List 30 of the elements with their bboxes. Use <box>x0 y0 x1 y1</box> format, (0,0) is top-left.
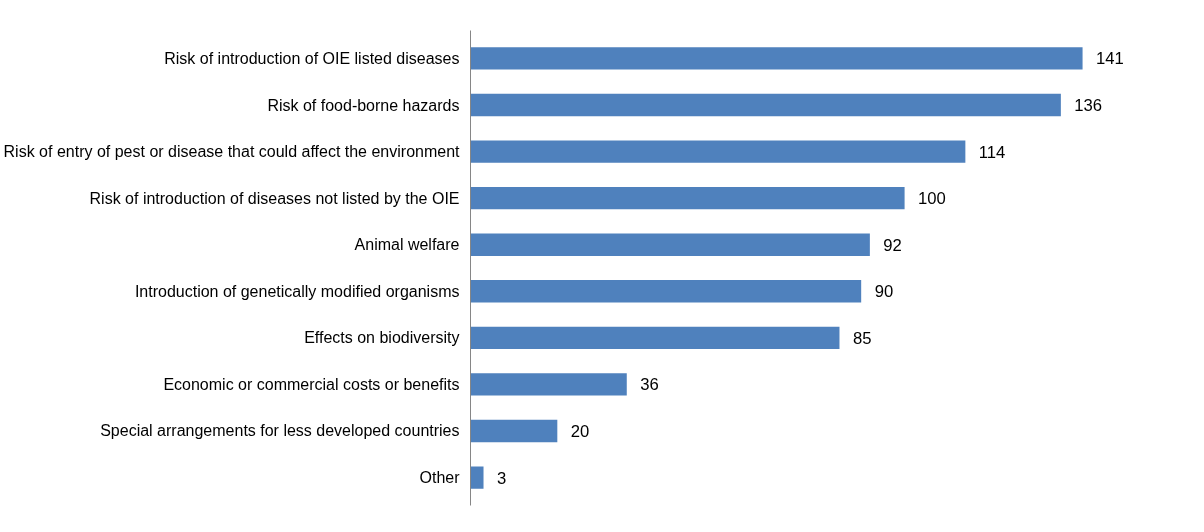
y-tick-label: Other <box>419 469 461 487</box>
y-tick-label: Economic or commercial costs or benefits <box>163 375 460 393</box>
bar <box>470 93 1061 117</box>
data-label: 141 <box>1096 49 1124 69</box>
data-label: 20 <box>570 421 590 441</box>
bar <box>470 186 905 210</box>
y-tick-label: Animal welfare <box>354 236 460 254</box>
bar <box>470 280 862 303</box>
data-label: 114 <box>978 142 1006 162</box>
bar <box>470 326 840 350</box>
bar <box>470 140 966 163</box>
y-tick-label: Risk of introduction of OIE listed diseases <box>164 49 460 67</box>
y-tick-label: Effects on biodiversity <box>304 329 460 347</box>
data-label: 100 <box>918 189 946 209</box>
y-tick-label: Risk of entry of pest or disease that could affect the environment <box>3 143 461 161</box>
y-tick-label: Special arrangements for less developed countries <box>100 422 460 440</box>
bar <box>470 466 484 489</box>
bar <box>470 233 870 256</box>
data-label: 85 <box>852 328 872 348</box>
bar <box>470 47 1083 70</box>
y-tick-label: Introduction of genetically modified organisms <box>134 282 460 300</box>
y-tick-label: Risk of food-borne hazards <box>267 96 460 114</box>
y-tick-label: Risk of introduction of diseases not listed by the OIE <box>89 189 460 207</box>
data-label: 3 <box>496 468 507 488</box>
data-label: 36 <box>640 375 659 395</box>
bar <box>470 373 627 396</box>
data-label: 90 <box>874 282 894 302</box>
bar <box>470 419 558 443</box>
data-label: 92 <box>883 235 902 255</box>
data-label: 136 <box>1074 96 1103 116</box>
